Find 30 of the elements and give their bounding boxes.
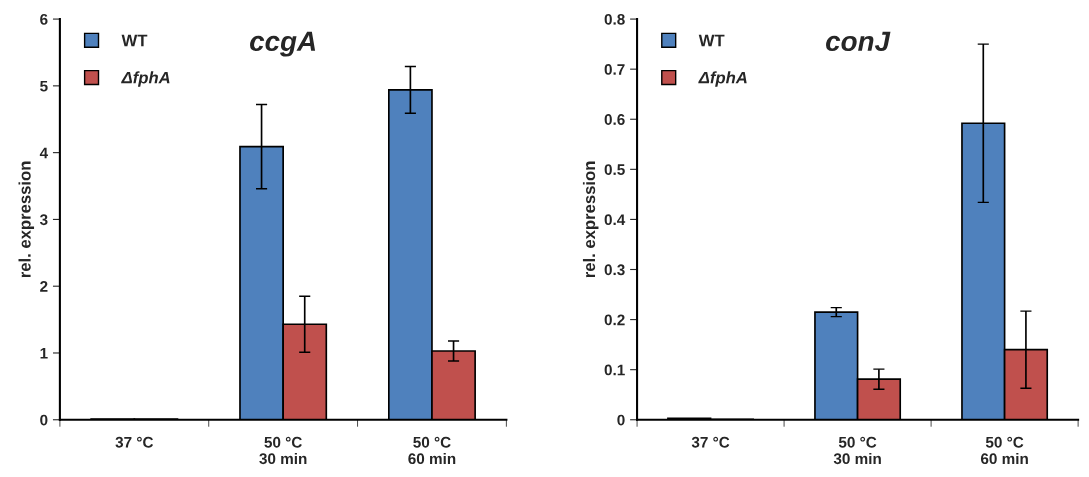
legend-label: ΔfphA bbox=[698, 71, 747, 87]
x-tick-label: 50 °C 60 min bbox=[980, 436, 1028, 465]
y-tick-label: 5 bbox=[40, 80, 48, 92]
legend-label: WT bbox=[698, 34, 725, 47]
y-tick-label: 0.6 bbox=[604, 114, 625, 125]
chart-title: conJ bbox=[826, 31, 891, 52]
y-axis-title: rel. expression bbox=[18, 161, 35, 278]
y-axis-title: rel. expression bbox=[582, 161, 599, 278]
legend-label: ΔfphA bbox=[121, 71, 170, 87]
y-tick-label: 0.2 bbox=[604, 314, 625, 326]
legend-label: WT bbox=[121, 34, 148, 47]
y-tick-label: 0.8 bbox=[604, 13, 625, 25]
y-tick-label: 0 bbox=[617, 414, 625, 426]
chart-title: ccgA bbox=[250, 31, 316, 57]
y-tick-label: 3 bbox=[39, 214, 48, 226]
x-tick-label: 50 °C 60 min bbox=[408, 436, 456, 465]
y-tick-label: 2 bbox=[40, 281, 48, 292]
y-tick-label: 1 bbox=[40, 348, 48, 359]
x-tick-label: 37 °C bbox=[691, 436, 730, 448]
y-tick-label: 0.7 bbox=[604, 64, 625, 75]
x-tick-label: 37 °C bbox=[115, 436, 154, 448]
y-tick-label: 0.5 bbox=[604, 164, 625, 176]
y-tick-label: 0.1 bbox=[604, 364, 625, 376]
x-tick-label: 50 °C 30 min bbox=[833, 436, 881, 465]
y-tick-label: 4 bbox=[39, 147, 49, 159]
x-tick-label: 50 °C 30 min bbox=[259, 436, 307, 465]
y-tick-label: 0.4 bbox=[604, 214, 626, 226]
y-tick-label: 6 bbox=[40, 13, 48, 25]
y-tick-label: 0.3 bbox=[604, 264, 625, 276]
y-tick-label: 0 bbox=[40, 414, 48, 426]
